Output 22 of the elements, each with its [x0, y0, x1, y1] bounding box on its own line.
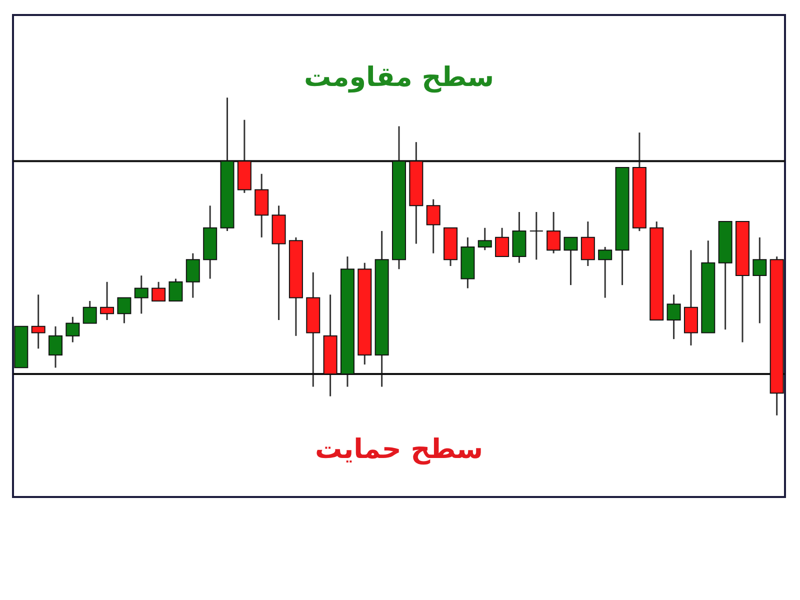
candlestick [152, 281, 166, 302]
candlestick [100, 281, 114, 321]
candlestick [666, 294, 681, 340]
candlestick [564, 236, 578, 286]
candlestick [82, 300, 97, 324]
candlestick [478, 227, 492, 251]
candlestick [598, 246, 612, 299]
candlestick [66, 316, 80, 344]
candlestick [117, 297, 132, 324]
candlestick [168, 278, 183, 302]
candlestick [48, 326, 63, 368]
candlestick [426, 198, 440, 254]
candlestick [529, 211, 544, 260]
candlestick [580, 220, 595, 267]
ref-line-label: سطح حمایت [314, 434, 484, 466]
candlestick [752, 236, 767, 324]
candlestick [546, 211, 561, 254]
candlestick [495, 227, 510, 258]
candlestick [31, 294, 46, 350]
candlestick [186, 252, 200, 299]
candlestick [134, 274, 148, 314]
ref-line-label: سطح مقاومت [304, 62, 494, 94]
